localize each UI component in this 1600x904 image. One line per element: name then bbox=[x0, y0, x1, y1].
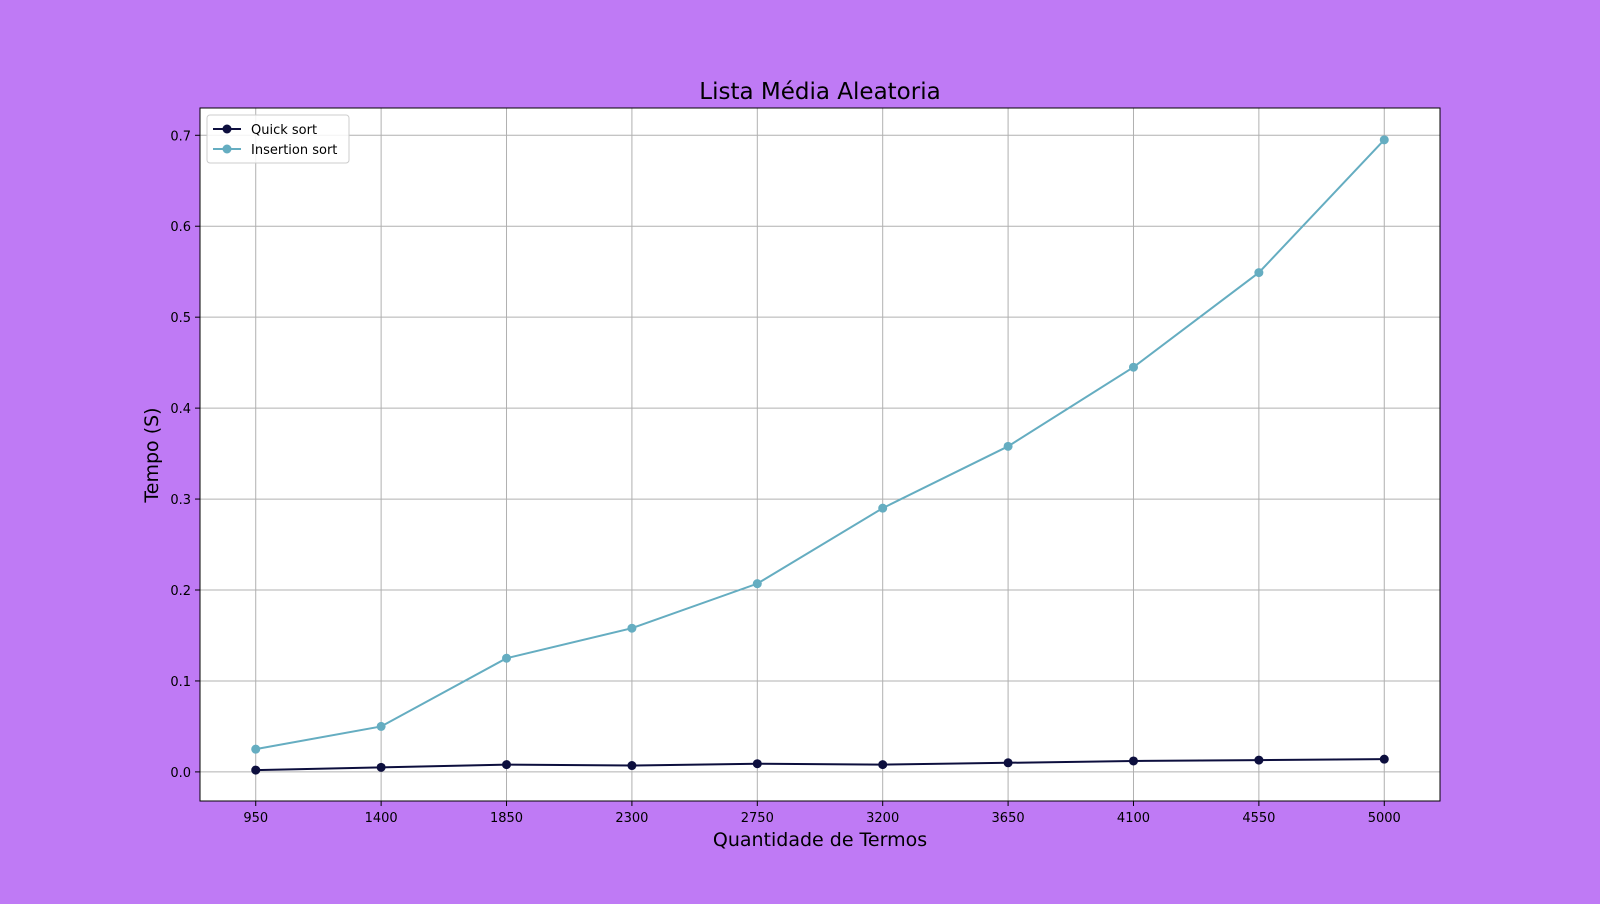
series-1-point bbox=[1003, 441, 1013, 451]
y-tick-label: 0.4 bbox=[170, 402, 191, 417]
legend-box bbox=[206, 114, 350, 164]
series-1-point bbox=[1128, 362, 1138, 372]
legend: Quick sort Insertion sort bbox=[206, 114, 350, 164]
y-tick-label: 0.0 bbox=[170, 766, 191, 781]
y-tick-label: 0.6 bbox=[170, 220, 191, 235]
axes-frame bbox=[199, 107, 1441, 802]
series-0-point bbox=[627, 761, 637, 771]
y-tick-label: 0.5 bbox=[170, 311, 191, 326]
legend-swatch-marker bbox=[222, 124, 232, 134]
series-1-point bbox=[251, 744, 261, 754]
y-axis-label: Tempo (S) bbox=[141, 407, 163, 503]
series-line-1 bbox=[255, 139, 1385, 751]
x-tick-label: 2300 bbox=[615, 811, 648, 826]
y-tick-label: 0.3 bbox=[170, 493, 191, 508]
series-0-point bbox=[878, 760, 888, 770]
series-0-point bbox=[1128, 756, 1138, 766]
series-1-point bbox=[1254, 268, 1264, 278]
x-tick-label: 950 bbox=[243, 811, 268, 826]
x-tick-label: 1850 bbox=[490, 811, 523, 826]
y-tick-label: 0.7 bbox=[170, 129, 191, 144]
plot-area bbox=[200, 108, 1440, 801]
series-1-point bbox=[878, 503, 888, 513]
series-1-point bbox=[376, 721, 386, 731]
series-0-point bbox=[1379, 754, 1389, 764]
x-tick-label: 4550 bbox=[1242, 811, 1275, 826]
x-axis-label: Quantidade de Termos bbox=[713, 829, 927, 851]
series-0-point bbox=[1254, 755, 1264, 765]
legend-label: Quick sort bbox=[251, 123, 317, 138]
axes: 950 1400 1850 2300 2750 3200 3650 4100 4550 5000 0… bbox=[170, 107, 1441, 826]
series-0-point bbox=[1003, 758, 1013, 768]
series-0-point bbox=[251, 765, 261, 775]
x-tick-label: 4100 bbox=[1117, 811, 1150, 826]
series-0-point bbox=[752, 759, 762, 769]
chart-title: Lista Média Aleatoria bbox=[699, 79, 940, 105]
legend-swatch-marker bbox=[222, 144, 232, 154]
y-tick-label: 0.1 bbox=[170, 675, 191, 690]
legend-label: Insertion sort bbox=[251, 143, 337, 158]
series-1-point bbox=[1379, 135, 1389, 145]
x-tick-label: 3200 bbox=[866, 811, 899, 826]
x-tick-label: 3650 bbox=[992, 811, 1025, 826]
y-tick-label: 0.2 bbox=[170, 584, 191, 599]
x-tick-label: 1400 bbox=[365, 811, 398, 826]
series-1-point bbox=[502, 653, 512, 663]
series-1-point bbox=[752, 579, 762, 589]
series-0-point bbox=[376, 762, 386, 772]
series-1-point bbox=[627, 623, 637, 633]
series-line-0 bbox=[255, 758, 1385, 772]
series-0-point bbox=[502, 760, 512, 770]
x-tick-label: 5000 bbox=[1368, 811, 1401, 826]
x-tick-label: 2750 bbox=[741, 811, 774, 826]
grid bbox=[200, 108, 1440, 801]
series-group bbox=[251, 135, 1389, 775]
